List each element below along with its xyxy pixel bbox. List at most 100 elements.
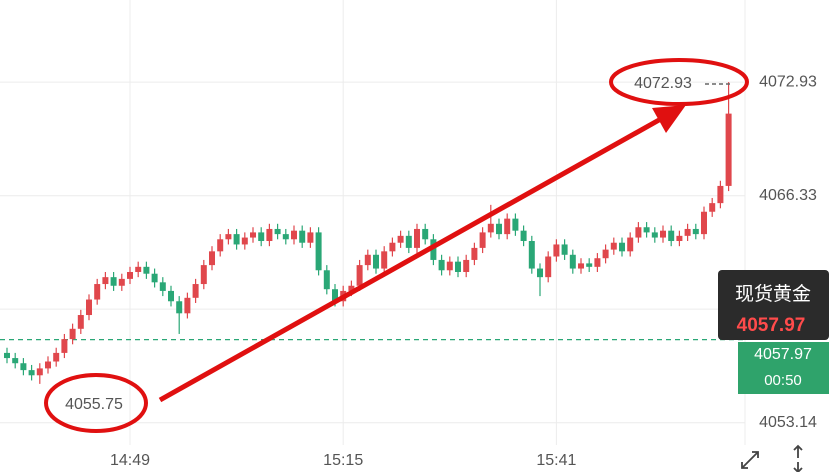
candle-body [332, 289, 338, 302]
last-price-label: 4057.97 [737, 315, 806, 336]
candle-body [282, 234, 289, 240]
candle-body [602, 249, 609, 259]
candle-body [217, 239, 224, 252]
candle-body [241, 237, 248, 245]
candle-body [176, 301, 183, 314]
candle-body [61, 339, 68, 353]
candle-body [569, 254, 576, 269]
candle-body [504, 218, 511, 235]
instrument-box [718, 270, 829, 340]
candle-body [102, 277, 109, 285]
candle-body [520, 230, 527, 242]
candle-body [373, 254, 379, 269]
candle-body [668, 230, 675, 242]
candle-body [118, 278, 125, 286]
x-tick-label: 14:49 [110, 452, 150, 469]
candle-body [545, 256, 552, 278]
candle-body [127, 271, 133, 279]
highlight-ellipse [609, 58, 749, 106]
candle-body [725, 113, 732, 186]
candle-body [348, 285, 355, 291]
candle-body [561, 244, 568, 255]
candle-body [405, 235, 412, 248]
candle-body [233, 234, 240, 245]
candle-body [381, 251, 388, 269]
overlay: 4072.93 4055.75 [44, 58, 749, 433]
candle-body [184, 297, 191, 314]
candle-body [471, 247, 478, 260]
candle-body [594, 258, 601, 267]
candle-body [12, 358, 19, 364]
low-annotation: 4055.75 [65, 396, 123, 413]
candle-body [94, 284, 101, 300]
candle-body [717, 185, 724, 204]
y-tick-label: 4072.93 [759, 73, 817, 90]
candles [4, 82, 732, 384]
chart-controls[interactable] [741, 444, 803, 472]
candle-body [36, 368, 43, 376]
instrument-name: 现货黄金 [735, 283, 811, 305]
candle-body [53, 352, 60, 362]
candle-body [315, 232, 322, 271]
candle-body [135, 266, 142, 272]
candle-body [479, 232, 486, 248]
candle-body [110, 277, 117, 286]
candle-body [77, 315, 84, 329]
candle-body [45, 361, 51, 369]
candle-body [364, 254, 371, 266]
candle-body [291, 230, 297, 240]
candle-body [430, 239, 437, 260]
highlight-ellipse [44, 373, 148, 433]
candle-body [20, 363, 27, 371]
candle-body [414, 228, 420, 248]
candle-body [266, 228, 273, 242]
candle-body [397, 235, 404, 243]
price-panel: 现货黄金 4057.97 4057.97 00:50 [718, 270, 829, 394]
candle-body [463, 259, 470, 272]
candle-body [422, 228, 429, 240]
candle-body [651, 232, 658, 238]
candle-body [250, 232, 256, 238]
candle-body [528, 241, 535, 269]
price-tag [738, 342, 829, 394]
candle-body [69, 328, 76, 340]
candle-body [635, 227, 642, 238]
candle-body [455, 261, 461, 272]
candle-body [168, 290, 174, 302]
candle-body [389, 242, 396, 252]
candle-body [209, 251, 215, 266]
candle-body [496, 223, 502, 235]
y-tick-label: 4053.14 [759, 414, 817, 431]
arrow-head [652, 105, 686, 133]
candle-body [512, 218, 519, 231]
candle-body [643, 227, 650, 233]
arrow-line [158, 117, 661, 403]
x-tick-label: 15:41 [536, 452, 576, 469]
candle-body [323, 270, 330, 290]
candle-body [701, 211, 707, 235]
scale-icon[interactable] [793, 444, 803, 472]
grid [0, 0, 746, 445]
candle-body [274, 228, 281, 235]
candle-body [4, 352, 10, 359]
expand-icon[interactable] [741, 451, 759, 469]
candle-body [578, 263, 584, 269]
candle-body [143, 266, 150, 274]
candle-body [446, 261, 453, 271]
candle-body [159, 282, 166, 291]
candle-body [610, 242, 617, 250]
candle-body [487, 223, 494, 233]
candle-body [684, 228, 691, 236]
candle-body [192, 284, 199, 298]
x-tick-label: 15:15 [323, 452, 363, 469]
candle-body [660, 230, 666, 238]
candle-body [200, 265, 207, 285]
countdown: 00:50 [764, 372, 802, 389]
candle-body [586, 263, 593, 267]
candle-body [692, 228, 699, 235]
candle-body [299, 230, 306, 243]
candle-body [86, 299, 92, 316]
candle-body [676, 235, 683, 242]
candle-body [627, 237, 634, 252]
